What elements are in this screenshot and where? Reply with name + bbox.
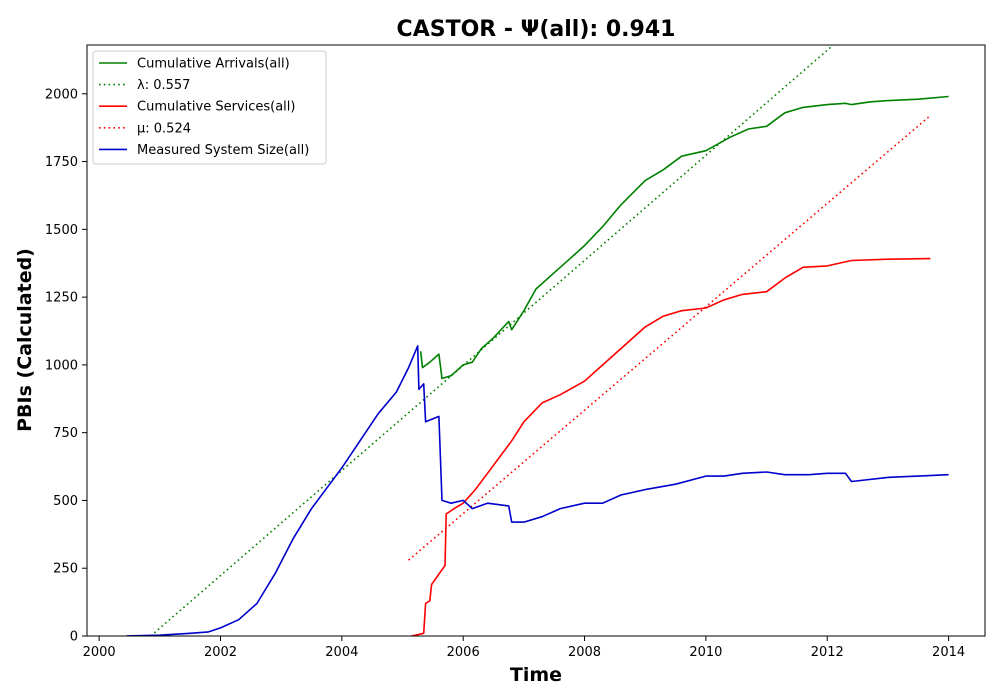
y-tick-label-0: 0 [70,630,78,645]
legend-label-4: Measured System Size(all) [137,143,309,158]
legend-label-0: Cumulative Arrivals(all) [137,57,290,72]
x-tick-label-5: 2010 [689,645,722,660]
x-tick-label-4: 2008 [568,645,601,660]
y-tick-label-5: 1250 [45,291,78,306]
y-tick-label-7: 1750 [45,155,78,170]
x-tick-label-3: 2006 [447,645,480,660]
y-tick-label-3: 750 [53,426,78,441]
legend-label-3: μ: 0.524 [137,121,191,136]
legend-label-2: Cumulative Services(all) [137,100,295,115]
x-tick-label-7: 2014 [932,645,965,660]
series-line-0 [419,95,949,380]
y-tick-label-2: 500 [53,494,78,509]
legend-box [92,50,327,165]
y-axis: 0 250 500 750 1000 1250 1500 1750 2000 [45,87,87,645]
series-line-4 [126,345,949,636]
y-tick-label-8: 2000 [45,87,78,102]
x-tick-label-6: 2012 [811,645,844,660]
plot-area [126,45,949,636]
chart-title: CASTOR - Ψ(all): 0.941 [397,17,676,42]
series-line-1 [150,45,834,636]
y-tick-label-6: 1500 [45,223,78,238]
series-line-2 [411,257,931,636]
y-tick-label-1: 250 [53,562,78,577]
x-tick-label-0: 2000 [83,645,116,660]
x-tick-label-2: 2004 [325,645,358,660]
series-line-3 [408,114,931,561]
legend: Cumulative Arrivals(all) λ: 0.557 Cumulati… [92,50,327,165]
y-axis-label: PBIs (Calculated) [14,248,36,432]
x-tick-label-1: 2002 [204,645,237,660]
axes-frame [86,44,986,637]
x-axis: 2000 2002 2004 2006 2008 2010 2012 2014 [83,636,965,660]
legend-label-1: λ: 0.557 [137,78,190,93]
y-tick-label-4: 1000 [45,358,78,373]
x-axis-label: Time [510,664,562,686]
